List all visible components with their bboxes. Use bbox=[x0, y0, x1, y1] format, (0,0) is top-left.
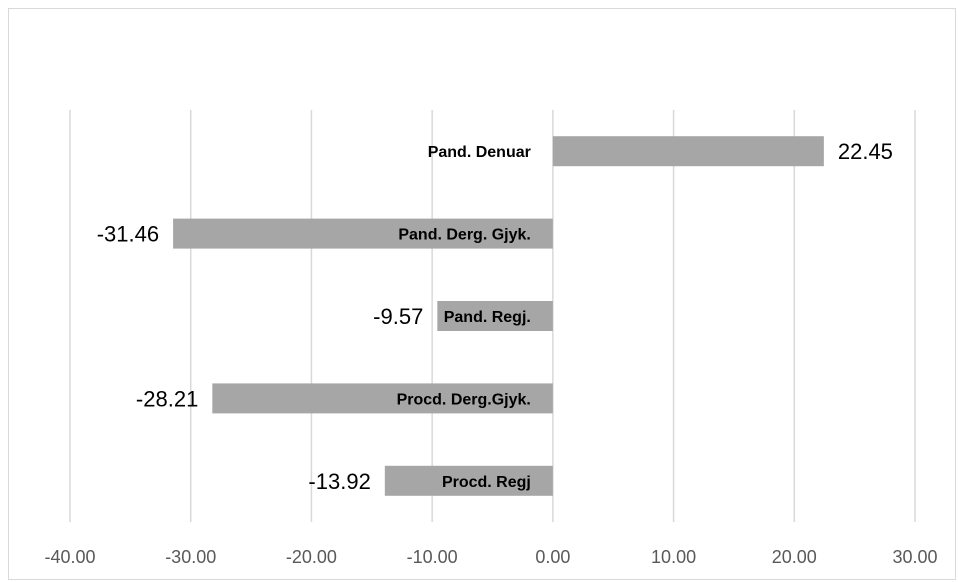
bar bbox=[384, 465, 553, 496]
category-label: Pand. Regj. bbox=[444, 309, 531, 326]
x-tick-label: -10.00 bbox=[407, 547, 458, 567]
x-tick-label: -30.00 bbox=[165, 547, 216, 567]
x-tick-label: 0.00 bbox=[535, 547, 570, 567]
x-tick-label: 20.00 bbox=[772, 547, 817, 567]
x-tick-label: -40.00 bbox=[44, 547, 95, 567]
x-tick-label: -20.00 bbox=[286, 547, 337, 567]
data-label: 22.45 bbox=[838, 139, 893, 164]
category-label: Pand. Derg. Gjyk. bbox=[398, 227, 530, 244]
data-label: -31.46 bbox=[97, 222, 159, 247]
x-tick-label: 30.00 bbox=[892, 547, 937, 567]
bar bbox=[437, 301, 553, 331]
bars bbox=[173, 136, 824, 496]
data-labels: 22.45 -31.46 -9.57 -28.21 -13.92 bbox=[97, 139, 893, 494]
data-label: -28.21 bbox=[136, 386, 198, 411]
bar bbox=[552, 136, 824, 167]
bar bbox=[173, 218, 553, 249]
bar bbox=[212, 383, 553, 414]
category-labels: Pand. Denuar Pand. Derg. Gjyk. Pand. Regj.… bbox=[397, 144, 531, 491]
data-label: -13.92 bbox=[308, 469, 370, 494]
x-tick-labels: -40.00 -30.00 -20.00 -10.00 0.00 10.00 20.00 30… bbox=[44, 547, 937, 567]
category-label: Procd. Regj bbox=[442, 474, 531, 491]
data-label: -9.57 bbox=[373, 304, 423, 329]
category-label: Pand. Denuar bbox=[428, 144, 531, 161]
category-label: Procd. Derg.Gjyk. bbox=[397, 391, 531, 408]
x-tick-label: 10.00 bbox=[651, 547, 696, 567]
